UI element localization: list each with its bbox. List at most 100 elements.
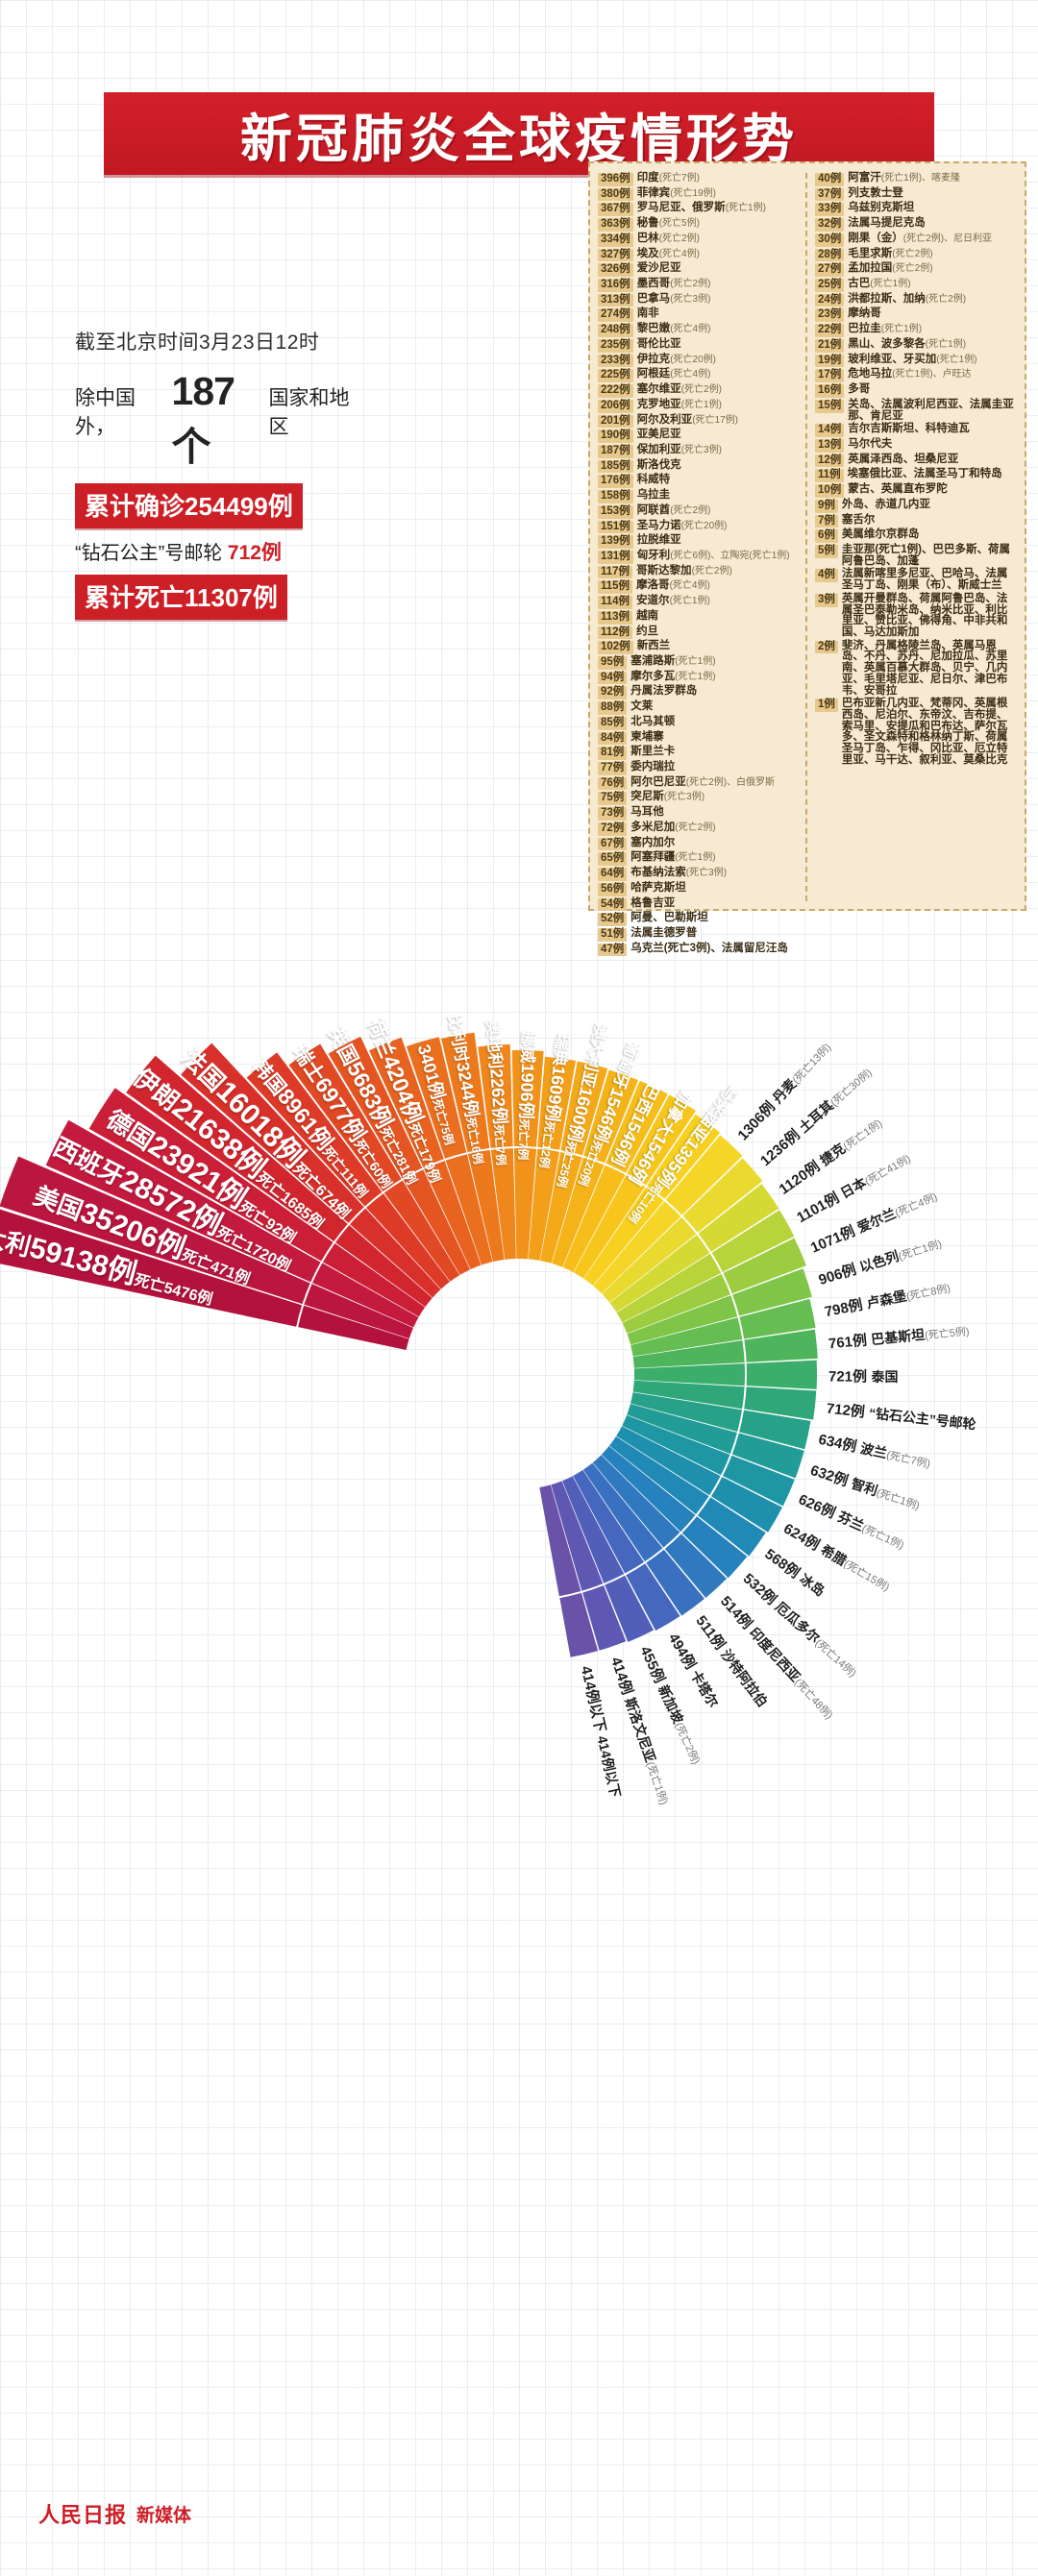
ring-segment <box>616 1253 722 1323</box>
list-item-name: 哥斯达黎加(死亡2例) <box>636 564 732 577</box>
list-item-count: 56例 <box>598 882 628 896</box>
list-item: 117例 哥斯达黎加(死亡2例) <box>598 564 800 579</box>
list-item: 6例 美属维尔京群岛 <box>815 529 1017 543</box>
list-item-name: 拉脱维亚 <box>636 534 681 547</box>
list-item: 225例 阿根廷(死亡4例) <box>598 368 800 383</box>
ring-segment <box>609 1435 709 1515</box>
list-item: 22例 巴拉圭(死亡1例) <box>815 323 1017 337</box>
list-item: 2例 斐济、丹属格陵兰岛、英属马恩岛、不丹、苏丹、尼加拉瓜、苏里南、英属百慕大群岛… <box>815 640 1017 698</box>
list-item-name: 越南 <box>636 609 659 622</box>
radial-bar <box>0 1209 303 1327</box>
list-item-name: 埃及(死亡4例) <box>636 247 700 259</box>
list-item: 56例 哈萨克斯坦 <box>598 882 800 896</box>
list-item-count: 206例 <box>598 399 633 413</box>
ring-segment <box>622 1273 730 1334</box>
list-item: 158例 乌拉圭 <box>598 489 800 503</box>
ring-segment <box>562 1476 625 1583</box>
list-item-name: 匈牙利(死亡6例)、立陶宛(死亡1例) <box>636 549 790 561</box>
list-item-count: 225例 <box>598 369 633 383</box>
list-item-name: 塞舌尔 <box>841 513 876 526</box>
list-item-count: 112例 <box>598 626 633 640</box>
list-item: 115例 摩洛哥(死亡4例) <box>598 580 800 595</box>
country-list-panel: 396例 印度(死亡7例) 380例 菲律宾(死亡19例) 367例 罗马尼亚、俄罗斯(死… <box>588 161 1026 957</box>
list-item: 3例 英属开曼群岛、荷属阿鲁巴岛、法属圣巴泰勒米岛、纳米比亚、利比里亚、赞比亚、佛… <box>815 593 1017 639</box>
list-item-count: 5例 <box>815 544 838 558</box>
list-item-name: 委内瑞拉 <box>630 761 676 773</box>
list-item-name: 巴布亚新几内亚、梵蒂冈、英属根西岛、尼泊尔、东帝汶、吉布提、索马里、安提瓜和巴布… <box>841 698 1008 766</box>
radial-bar <box>582 1585 627 1651</box>
list-item-name: 多米尼加(死亡2例) <box>630 821 716 833</box>
list-item: 7例 塞舌尔 <box>815 513 1017 528</box>
list-item-name: 南非 <box>636 307 659 320</box>
outer-bar-label: 721例 泰国 <box>828 1368 899 1386</box>
list-item-name: 巴拉圭(死亡1例) <box>848 323 923 335</box>
radial-bar <box>698 1184 779 1252</box>
list-item-name: 哥伦比亚 <box>636 337 681 350</box>
list-item-name: 秘鲁(死亡5例) <box>636 217 700 230</box>
list-item: 94例 摩尔多瓦(死亡1例) <box>598 670 800 685</box>
list-item-name: 吉尔吉斯斯坦、科特迪瓦 <box>848 423 970 435</box>
list-item-name: 摩尔多瓦(死亡1例) <box>630 670 716 682</box>
radial-bar <box>406 1037 467 1159</box>
ring-segment <box>616 1426 721 1496</box>
list-item-count: 22例 <box>815 324 845 337</box>
list-item-count: 7例 <box>815 514 838 528</box>
list-item-count: 54例 <box>598 897 628 912</box>
list-item-name: 阿根廷(死亡4例) <box>636 368 711 380</box>
list-item: 95例 塞浦路斯(死亡1例) <box>598 655 800 670</box>
list-item-name: 马尔代夫 <box>848 437 893 450</box>
ring-segment <box>633 1363 745 1386</box>
list-item-name: 多哥 <box>848 383 871 396</box>
radial-bar <box>744 1329 818 1362</box>
as-of-text: 截至北京时间3月23日12时 <box>75 331 320 354</box>
list-item: 274例 南非 <box>598 307 800 323</box>
list-item-name: 新西兰 <box>636 640 671 652</box>
list-item-count: 32例 <box>815 218 845 232</box>
list-item-count: 115例 <box>598 580 633 595</box>
radial-bar <box>45 1119 321 1283</box>
radial-bar <box>647 1114 721 1199</box>
list-item-count: 88例 <box>598 701 628 715</box>
list-item-name: 黎巴嫩(死亡4例) <box>636 323 711 335</box>
radial-bar <box>126 1055 348 1241</box>
list-item-count: 27例 <box>815 263 845 278</box>
list-item-name: 巴拿马(死亡3例) <box>636 292 711 305</box>
radial-bar <box>511 1049 544 1147</box>
ring-segment <box>445 1154 493 1265</box>
list-item: 10例 蒙古、英属直布罗陀 <box>815 483 1017 498</box>
radial-bar <box>646 1549 704 1616</box>
list-item: 11例 埃塞俄比亚、法属圣马丁和特岛 <box>815 469 1017 483</box>
radial-bar <box>682 1158 763 1233</box>
ring-segment <box>322 1242 426 1317</box>
list-item: 64例 布基纳法索(死亡3例) <box>598 867 800 881</box>
list-item: 25例 古巴(死亡1例) <box>815 278 1017 292</box>
list-item-count: 14例 <box>815 424 845 437</box>
ring-segment <box>552 1157 605 1267</box>
ring-segment <box>601 1445 696 1533</box>
list-item-count: 11例 <box>815 469 844 483</box>
list-item-count: 326例 <box>598 263 633 278</box>
ring-segment <box>573 1469 645 1574</box>
list-item: 233例 伊拉克(死亡20例) <box>598 354 800 368</box>
list-item-count: 17例 <box>815 369 845 383</box>
list-item-count: 23例 <box>815 308 845 323</box>
list-item-name: 乌克兰(死亡3例)、法属留尼汪岛 <box>630 942 788 954</box>
list-item: 54例 格鲁吉亚 <box>598 897 800 912</box>
list-item-name: 菲律宾(死亡19例) <box>636 186 716 199</box>
list-item-name: 亚美尼亚 <box>636 429 681 441</box>
list-item-name: 安道尔(死亡1例) <box>636 595 710 607</box>
list-item-count: 16例 <box>815 384 845 398</box>
list-item: 40例 阿富汗(死亡1例)、喀麦隆 <box>815 172 1017 186</box>
list-item: 88例 文莱 <box>598 700 800 715</box>
list-item-count: 73例 <box>598 807 628 821</box>
radial-bar <box>181 1043 364 1223</box>
list-item: 30例 刚果（金）(死亡2例)、尼日利亚 <box>815 233 1017 247</box>
list-item-name: 印度(死亡7例) <box>636 172 700 184</box>
list-item: 52例 阿曼、巴勒斯坦 <box>598 912 800 926</box>
list-item-name: 墨西哥(死亡2例) <box>636 278 711 290</box>
list-item-count: 81例 <box>598 747 628 761</box>
list-item-count: 25例 <box>815 279 845 292</box>
list-item-name: 玻利维亚、牙买加(死亡1例) <box>848 353 977 365</box>
list-item: 112例 约旦 <box>598 626 800 640</box>
radial-bar <box>369 1037 444 1167</box>
